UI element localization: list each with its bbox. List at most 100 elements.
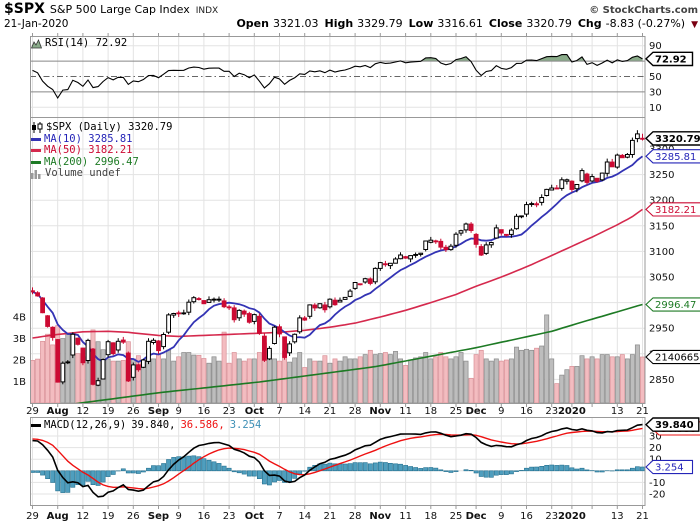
candles bbox=[30, 130, 645, 387]
rsi-overbought-fill bbox=[32, 54, 643, 62]
value-callout: 39.840 bbox=[644, 417, 700, 432]
volume-tick-label: 2B bbox=[13, 356, 26, 367]
svg-text:3.254: 3.254 bbox=[655, 463, 684, 474]
x-tick-label: Sep bbox=[148, 406, 169, 417]
x-tick-label: Dec bbox=[466, 511, 487, 522]
x-tick-label: 9 bbox=[176, 511, 182, 522]
macd-signal-line bbox=[32, 427, 643, 490]
candlestick-icon bbox=[31, 122, 43, 134]
macd-legend-name: MACD(12,26,9) bbox=[44, 419, 127, 431]
x-tick-label: Oct bbox=[245, 406, 264, 417]
svg-text:3182.21: 3182.21 bbox=[655, 205, 696, 216]
price-tick-label: 3200 bbox=[649, 196, 674, 207]
legend-row-ma10: MA(10) 3285.81 bbox=[31, 133, 172, 146]
value-callout: 3182.21 bbox=[645, 202, 700, 217]
x-tick-label: 19 bbox=[102, 406, 115, 417]
high-label: High bbox=[324, 17, 354, 30]
copyright: © StockCharts.com bbox=[589, 5, 698, 16]
close-label: Close bbox=[488, 17, 523, 30]
x-tick-label: Aug bbox=[47, 406, 69, 417]
value-callout: 3285.81 bbox=[645, 149, 700, 164]
x-tick-label: Nov bbox=[369, 406, 391, 417]
chg-label: Chg bbox=[577, 17, 602, 30]
x-axis-labels: 29 29 Aug Aug 12 12 19 19 26 26 Sep Sep 9 9 16 16 23 23 Oc… bbox=[26, 406, 649, 522]
gridlines bbox=[30, 37, 645, 505]
header-quote-row: 21-Jan-2020 Open 3321.03 High 3329.79 Lo… bbox=[4, 17, 698, 32]
quote-date: 21-Jan-2020 bbox=[4, 18, 69, 30]
x-tick-label: 2020 bbox=[558, 511, 586, 522]
macd-tick-label: -10 bbox=[649, 478, 665, 489]
macd-legend: MACD(12,26,9) 39.840, 36.586, 3.254 bbox=[31, 419, 261, 432]
rsi-area-icon bbox=[31, 38, 42, 49]
legend-ma200-label: MA(200) 2996.47 bbox=[44, 155, 139, 168]
x-tick-label: 23 bbox=[223, 406, 236, 417]
x-tick-label: 29 bbox=[26, 511, 39, 522]
svg-text:3320.79: 3320.79 bbox=[655, 134, 700, 145]
x-tick-label: 9 bbox=[176, 406, 182, 417]
macd-tick-label: 30 bbox=[649, 432, 662, 443]
price-tick-label: 3100 bbox=[649, 247, 674, 258]
x-tick-label: 29 bbox=[26, 406, 39, 417]
ma10-swatch bbox=[31, 137, 41, 141]
x-tick-label: 21 bbox=[324, 511, 337, 522]
x-tick-label: 21 bbox=[324, 406, 337, 417]
x-tick-label: 25 bbox=[450, 511, 463, 522]
ohlc-quote: Open 3321.03 High 3329.79 Low 3316.61 Cl… bbox=[236, 17, 698, 30]
x-tick-label: 21 bbox=[636, 406, 649, 417]
x-tick-label: 12 bbox=[77, 406, 90, 417]
index-name: S&P 500 Large Cap Index bbox=[49, 3, 190, 16]
rsi-tick-label: 50 bbox=[649, 72, 662, 83]
macd-value: 39.840, bbox=[131, 419, 176, 431]
legend-row-spx: $SPX (Daily) 3320.79 bbox=[31, 121, 172, 134]
svg-text:39.840: 39.840 bbox=[655, 420, 694, 431]
x-tick-label: 7 bbox=[276, 406, 282, 417]
price-tick-label: 3050 bbox=[649, 273, 674, 284]
x-tick-label: 16 bbox=[520, 406, 533, 417]
x-tick-label: 12 bbox=[77, 511, 90, 522]
exchange: INDX bbox=[195, 6, 219, 16]
x-tick-label: 18 bbox=[424, 511, 437, 522]
low-value: 3316.61 bbox=[437, 17, 483, 30]
macd-line bbox=[32, 423, 643, 498]
value-callout: 3320.79 bbox=[644, 131, 700, 146]
x-tick-label: 16 bbox=[198, 511, 211, 522]
x-tick-label: Nov bbox=[369, 511, 391, 522]
legend-row-volume: Volume undef bbox=[31, 167, 172, 180]
macd-plot bbox=[30, 423, 645, 498]
x-tick-label: 26 bbox=[127, 406, 140, 417]
x-tick-label: 13 bbox=[611, 511, 624, 522]
ma200-line bbox=[74, 303, 643, 403]
close-value: 3320.79 bbox=[526, 17, 572, 30]
price-tick-label: 2950 bbox=[649, 324, 674, 335]
value-callout: 2996.47 bbox=[645, 297, 700, 312]
x-tick-label: Aug bbox=[47, 511, 69, 522]
x-tick-label: 28 bbox=[349, 511, 362, 522]
svg-text:2996.47: 2996.47 bbox=[655, 300, 696, 311]
open-value: 3321.03 bbox=[272, 17, 319, 30]
chg-value: -8.83 (-0.27%) bbox=[605, 17, 686, 30]
ma200-swatch bbox=[31, 160, 41, 164]
legend-volume-label: Volume undef bbox=[45, 167, 121, 179]
x-tick-label: 26 bbox=[127, 511, 140, 522]
x-tick-label: 2020 bbox=[558, 406, 586, 417]
x-tick-label: 21 bbox=[636, 511, 649, 522]
x-tick-label: 25 bbox=[450, 406, 463, 417]
x-tick-label: 11 bbox=[399, 511, 412, 522]
price-tick-label: 3150 bbox=[649, 221, 674, 232]
x-tick-label: 23 bbox=[545, 406, 558, 417]
svg-text:72.92: 72.92 bbox=[655, 54, 687, 65]
svg-text:3285.81: 3285.81 bbox=[655, 152, 696, 163]
x-tick-label: 7 bbox=[276, 511, 282, 522]
price-tick-label: 2850 bbox=[649, 375, 674, 386]
x-tick-label: 14 bbox=[298, 406, 311, 417]
rsi-tick-label: 10 bbox=[649, 103, 662, 114]
rsi-tick-label: 90 bbox=[649, 41, 662, 52]
main-legend: $SPX (Daily) 3320.79 MA(10) 3285.81 MA(5… bbox=[31, 121, 172, 180]
chg-down-arrow-icon[interactable]: ▼ bbox=[691, 20, 698, 30]
open-label: Open bbox=[236, 17, 269, 30]
ma50-line bbox=[32, 208, 643, 339]
symbol: $SPX bbox=[4, 1, 45, 17]
x-tick-label: 28 bbox=[349, 406, 362, 417]
